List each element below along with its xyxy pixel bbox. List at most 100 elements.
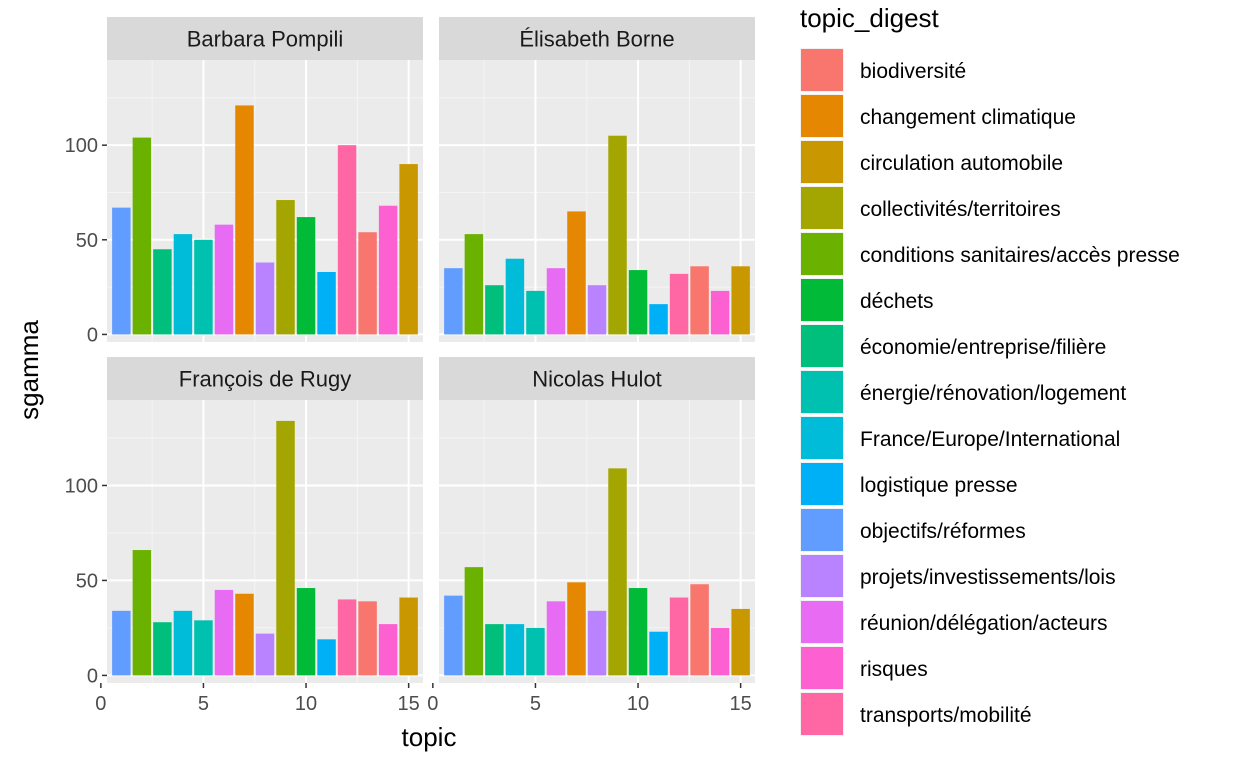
bar bbox=[399, 597, 418, 676]
x-tick-label: 0 bbox=[95, 693, 106, 715]
x-axis-title: topic bbox=[402, 722, 457, 752]
bar bbox=[464, 567, 484, 676]
bar bbox=[378, 624, 398, 676]
y-tick-label: 50 bbox=[76, 570, 98, 592]
legend-item: France/Europe/International bbox=[800, 416, 1120, 460]
facet-strip-label: François de Rugy bbox=[179, 367, 351, 392]
bar bbox=[358, 601, 377, 676]
x-tick-label: 5 bbox=[198, 693, 209, 715]
legend-item: biodiversité bbox=[800, 48, 966, 92]
x-tick-label: 15 bbox=[398, 693, 420, 715]
bar bbox=[649, 631, 668, 676]
bar bbox=[235, 593, 254, 676]
bar bbox=[214, 224, 234, 335]
legend-item: circulation automobile bbox=[800, 140, 1063, 184]
bar bbox=[505, 258, 525, 335]
y-tick-label: 100 bbox=[65, 475, 98, 497]
facet-panel: François de Rugy 0 50 100 0 5 10 15 bbox=[65, 357, 423, 715]
legend-swatch bbox=[801, 417, 843, 459]
y-tick-label: 0 bbox=[87, 665, 98, 687]
legend-item: objectifs/réformes bbox=[800, 508, 1026, 552]
bar bbox=[649, 304, 668, 335]
x-tick-label: 10 bbox=[627, 693, 649, 715]
legend-swatch bbox=[801, 95, 843, 137]
legend-label: collectivités/territoires bbox=[860, 198, 1061, 221]
legend-swatch bbox=[801, 141, 843, 183]
legend-swatch bbox=[801, 647, 843, 689]
y-tick-label: 100 bbox=[65, 135, 98, 157]
legend-label: énergie/rénovation/logement bbox=[860, 382, 1126, 405]
legend-label: objectifs/réformes bbox=[860, 520, 1026, 543]
facet-strip-label: Barbara Pompili bbox=[187, 27, 344, 52]
bar bbox=[399, 164, 418, 335]
facet-panel: Barbara Pompili 0 50 100 bbox=[65, 17, 423, 346]
legend-swatch bbox=[801, 233, 843, 275]
bar bbox=[526, 290, 545, 335]
legend-swatch bbox=[801, 49, 843, 91]
bar bbox=[276, 200, 295, 335]
legend-item: économie/entreprise/filière bbox=[800, 324, 1106, 368]
legend-item: réunion/délégation/acteurs bbox=[800, 600, 1108, 644]
bar bbox=[358, 232, 377, 335]
legend-item: conditions sanitaires/accès presse bbox=[800, 232, 1180, 276]
facet-strip bbox=[439, 357, 755, 400]
bar bbox=[444, 595, 463, 676]
legend-swatch bbox=[801, 187, 843, 229]
bar bbox=[485, 285, 504, 335]
bar bbox=[567, 582, 586, 676]
legend-swatch bbox=[801, 279, 843, 321]
bar bbox=[214, 589, 234, 676]
legend-label: circulation automobile bbox=[860, 152, 1063, 175]
legend-swatch bbox=[801, 463, 843, 505]
legend-label: déchets bbox=[860, 290, 934, 313]
bar bbox=[112, 207, 131, 335]
facet-panel: Nicolas Hulot 0 5 10 15 bbox=[427, 357, 755, 715]
bar bbox=[505, 624, 525, 676]
bar bbox=[255, 262, 275, 335]
bar bbox=[546, 601, 566, 676]
legend-item: collectivités/territoires bbox=[800, 186, 1061, 230]
legend-item: projets/investissements/lois bbox=[800, 554, 1116, 598]
y-tick-label: 0 bbox=[87, 324, 98, 346]
bar bbox=[153, 249, 172, 335]
legend-swatch bbox=[801, 325, 843, 367]
bar bbox=[296, 588, 316, 676]
legend-item: transports/mobilité bbox=[800, 692, 1032, 736]
legend-item: changement climatique bbox=[800, 94, 1076, 138]
bar bbox=[546, 268, 566, 335]
bar bbox=[153, 622, 172, 676]
bar bbox=[710, 290, 730, 335]
bar bbox=[710, 627, 730, 676]
bar bbox=[337, 599, 357, 676]
legend: topic_digest biodiversité changement clim… bbox=[800, 3, 1180, 736]
legend-item: logistique presse bbox=[800, 462, 1018, 506]
legend-item: risques bbox=[800, 646, 928, 690]
x-tick-label: 10 bbox=[295, 693, 317, 715]
bar bbox=[276, 420, 295, 676]
facet-strip bbox=[107, 357, 423, 400]
legend-swatch bbox=[801, 371, 843, 413]
bar bbox=[444, 268, 463, 335]
bar bbox=[132, 137, 152, 335]
bar bbox=[669, 597, 689, 676]
bar bbox=[628, 588, 648, 676]
bar bbox=[485, 624, 504, 676]
bar bbox=[608, 468, 627, 676]
bar bbox=[255, 633, 275, 676]
x-tick-label: 0 bbox=[427, 693, 438, 715]
legend-label: biodiversité bbox=[860, 60, 966, 83]
bar bbox=[173, 234, 193, 335]
legend-swatch bbox=[801, 601, 843, 643]
bar bbox=[464, 234, 484, 335]
bar bbox=[296, 217, 316, 335]
bar bbox=[317, 639, 336, 676]
bar bbox=[132, 550, 152, 676]
facet-panel: Élisabeth Borne bbox=[431, 17, 755, 342]
legend-label: risques bbox=[860, 658, 928, 681]
bar bbox=[731, 608, 750, 676]
facet-strip bbox=[439, 17, 755, 60]
bar bbox=[669, 273, 689, 335]
bar bbox=[690, 584, 709, 676]
